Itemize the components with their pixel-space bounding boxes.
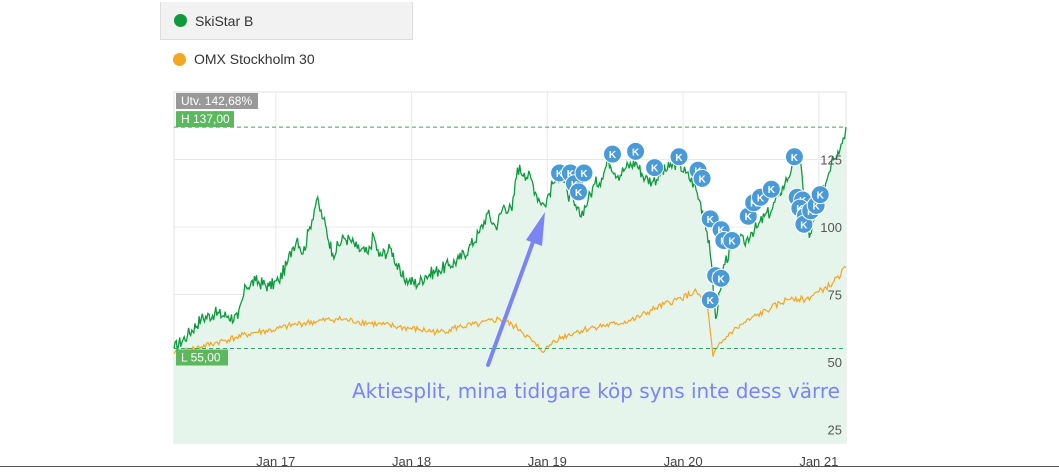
buy-marker-label: K [717, 274, 725, 285]
buy-marker-label: K [707, 215, 715, 226]
x-tick-label: Jan 18 [392, 454, 431, 469]
x-tick-label: Jan 21 [799, 454, 838, 469]
buy-marker [574, 163, 594, 183]
y-tick-label: 25 [828, 423, 842, 438]
buy-marker-label: K [817, 191, 825, 202]
buy-marker-label: K [768, 185, 776, 196]
buy-marker-label: K [632, 147, 640, 158]
y-tick-label: 100 [820, 220, 842, 235]
legend-item-omx[interactable]: OMX Stockholm 30 [173, 51, 315, 67]
change-badge-bg [176, 93, 258, 109]
y-tick-label: 50 [828, 355, 842, 370]
buy-marker [692, 168, 712, 188]
legend-label-skistar: SkiStar B [195, 12, 254, 29]
buy-marker-label: K [813, 201, 821, 212]
change-badge: Utv. 142,68% [181, 94, 252, 108]
x-tick-label: Jan 20 [664, 454, 703, 469]
buy-marker [602, 144, 622, 164]
low-badge-bg [176, 349, 228, 366]
buy-marker-label: K [707, 296, 715, 307]
annotation-arrow [486, 212, 545, 367]
buy-marker [645, 158, 665, 178]
x-tick-label: Jan 19 [528, 454, 567, 469]
bottom-rule [0, 466, 1059, 467]
buy-marker-label: K [609, 150, 617, 161]
high-low-reference-lines [174, 126, 846, 349]
low-badge: L 55,00 [181, 351, 221, 365]
buy-marker-label: K [791, 153, 799, 164]
buy-marker-label: K [745, 212, 753, 223]
omx-series [173, 265, 847, 357]
y-tick-label: 125 [820, 153, 842, 168]
omx-color-dot [173, 52, 186, 66]
buy-marker [722, 231, 742, 250]
buy-marker [700, 290, 720, 310]
buy-marker-label: K [580, 169, 588, 180]
buy-marker [810, 185, 830, 205]
legend-label-omx: OMX Stockholm 30 [194, 51, 315, 67]
x-tick-label: Jan 17 [256, 454, 295, 469]
legend-item-skistar[interactable]: SkiStar B [161, 13, 253, 29]
legend-selected-box: SkiStar B [160, 2, 413, 40]
buy-marker-label: K [675, 153, 683, 164]
buy-marker-label: K [757, 193, 765, 204]
buy-marker-label: K [717, 226, 725, 237]
buy-marker [626, 141, 646, 161]
buy-marker-label: K [556, 169, 564, 180]
skistar-color-dot [174, 14, 187, 27]
buy-marker [569, 182, 589, 202]
buy-marker [761, 179, 781, 199]
buy-marker-label: K [567, 169, 575, 180]
skistar-area [174, 127, 846, 443]
buy-marker [784, 147, 804, 167]
high-badge-bg [176, 111, 234, 128]
buy-marker-label: K [575, 188, 583, 199]
buy-marker [711, 268, 731, 288]
buy-marker-label: K [800, 220, 808, 231]
buy-marker [669, 147, 689, 167]
buy-marker-label: K [728, 237, 736, 248]
skistar-area-fill [174, 127, 846, 443]
omx-line [173, 265, 847, 357]
annotation-text: Aktiesplit, mina tidigare köp syns inte … [352, 379, 840, 403]
trade-markers: KKKKKKKKKKKKKKKKKKKKKKKKKKKKKKK [550, 141, 830, 310]
y-tick-label: 75 [828, 288, 842, 303]
axis-and-badges: 25 50 75 100 125 Jan 17 Jan 18 Jan 19 Jan 20 Jan … [176, 93, 842, 469]
high-badge: H 137,00 [181, 112, 230, 126]
buy-marker-label: K [651, 164, 659, 175]
buy-marker-label: K [698, 174, 706, 185]
